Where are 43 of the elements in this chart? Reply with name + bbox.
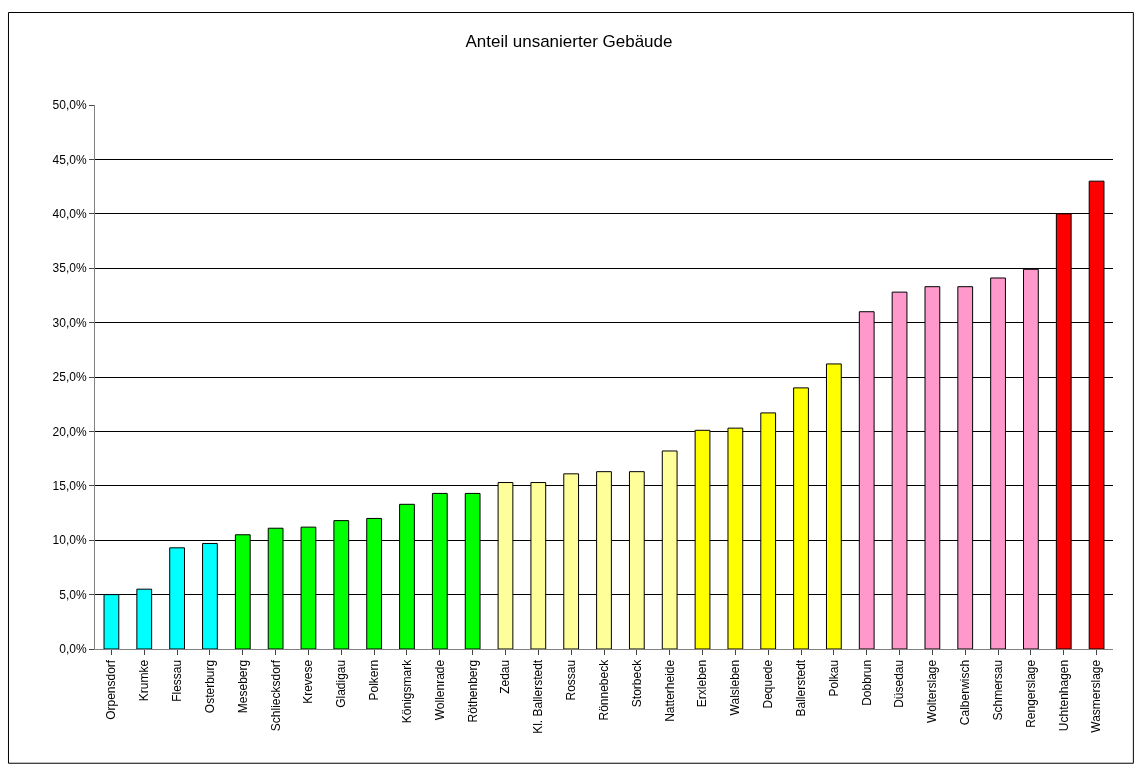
x-tick-label: Rengerslage bbox=[1023, 659, 1038, 728]
x-tick-label: Krumke bbox=[137, 659, 152, 702]
chart-title: Anteil unsanierter Gebäude bbox=[465, 31, 673, 51]
x-tick-label: Schmersau bbox=[990, 659, 1005, 721]
x-tick-label: Rossau bbox=[564, 659, 579, 701]
x-tick-label: Wasmerslage bbox=[1089, 659, 1104, 733]
y-tick-label: 5,0% bbox=[59, 587, 87, 602]
y-tick-label: 35,0% bbox=[52, 261, 87, 276]
x-tick-label: Calberwisch bbox=[958, 659, 973, 726]
x-tick-label: Zedau bbox=[498, 659, 513, 694]
x-tick-label: Osterburg bbox=[202, 659, 217, 714]
x-tick-label: Schliecksdorf bbox=[268, 659, 283, 732]
y-tick-label: 50,0% bbox=[52, 98, 87, 113]
x-tick-label: Dequede bbox=[761, 659, 776, 709]
x-tick-label: Natterheide bbox=[662, 659, 677, 722]
y-tick-label: 30,0% bbox=[52, 315, 87, 330]
y-tick-label: 20,0% bbox=[52, 424, 87, 439]
x-tick-label: Ballerstedt bbox=[793, 659, 808, 717]
y-tick-label: 40,0% bbox=[52, 207, 87, 221]
y-tick-label: 0,0% bbox=[59, 642, 87, 657]
x-tick-label: Polkau bbox=[826, 659, 841, 697]
x-tick-label: Storbeck bbox=[629, 658, 644, 708]
x-tick-label: Kl. Ballerstedt bbox=[531, 659, 546, 734]
y-tick-label: 25,0% bbox=[52, 370, 87, 385]
x-tick-label: Krevese bbox=[301, 659, 316, 704]
x-tick-label: Uchtenhagen bbox=[1056, 659, 1071, 732]
y-tick-label: 45,0% bbox=[52, 152, 87, 167]
x-tick-label: Polkern bbox=[367, 659, 382, 701]
x-tick-label: Meseberg bbox=[235, 659, 250, 714]
x-tick-label: Wolterslage bbox=[925, 659, 940, 723]
y-tick-label: 10,0% bbox=[52, 533, 87, 548]
x-tick-label: Wollenrade bbox=[432, 659, 447, 721]
x-tick-label: Erxleben bbox=[695, 659, 710, 708]
x-tick-label: Röthenberg bbox=[465, 659, 480, 723]
x-tick-label: Orpensdorf bbox=[104, 659, 119, 720]
x-tick-label: Rönnebeck bbox=[596, 658, 611, 721]
x-tick-label: Königsmark bbox=[399, 658, 414, 724]
x-tick-label: Düsedau bbox=[892, 659, 907, 708]
x-tick-label: Dobbrun bbox=[859, 659, 874, 706]
x-tick-label: Flessau bbox=[170, 659, 184, 702]
x-tick-label: Gladigau bbox=[334, 659, 349, 708]
x-tick-label: Walsleben bbox=[728, 659, 743, 716]
y-tick-label: 15,0% bbox=[52, 479, 87, 493]
